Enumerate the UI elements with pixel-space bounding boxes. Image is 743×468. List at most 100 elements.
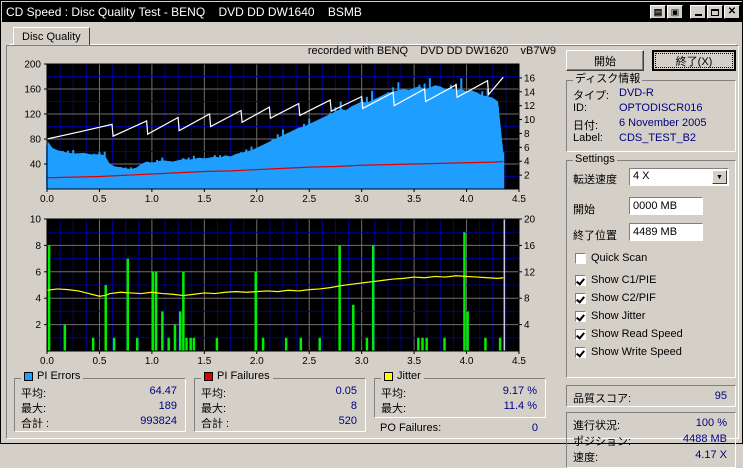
start-button-label: 開始 <box>594 55 616 68</box>
tab-disc-quality[interactable]: Disc Quality <box>13 27 90 45</box>
progress-key: 速度: <box>573 452 599 464</box>
stat-header-pi-failures: PI Failures <box>201 371 273 382</box>
stat-header-jitter: Jitter <box>381 371 424 382</box>
end-position-input[interactable]: 4489 MB <box>629 223 703 241</box>
checkbox-icon[interactable] <box>575 252 586 264</box>
svg-text:2: 2 <box>524 171 530 182</box>
stat-key: 平均: <box>201 388 227 400</box>
book-icon-button[interactable]: ▤ <box>650 5 666 19</box>
stat-box-pi-errors: PI Errors 平均: 64.47 最大: 189 合計 : 993824 <box>14 371 186 432</box>
save-icon-button[interactable]: ▣ <box>667 5 683 19</box>
disc-info-key: ID: <box>573 102 588 114</box>
svg-text:200: 200 <box>24 60 41 71</box>
svg-text:0.5: 0.5 <box>92 356 106 366</box>
recorded-with-label: recorded with BENQ DVD DD DW1620 vB7W9 <box>307 45 556 57</box>
settings-group: Settings 転送速度 4 X ▼ 開始 0000 MB 終了位置 4489… <box>566 154 736 378</box>
checkbox-show-read-speed[interactable]: Show Read Speed <box>575 327 683 341</box>
checkbox-icon[interactable] <box>575 346 586 358</box>
stat-value: 189 <box>158 400 177 412</box>
checkbox-icon[interactable] <box>575 292 586 304</box>
stat-key: 最大: <box>381 403 407 415</box>
title-bar: CD Speed : Disc Quality Test - BENQ DVD … <box>2 2 743 22</box>
stat-key: 平均: <box>381 388 407 400</box>
svg-text:6: 6 <box>35 267 41 278</box>
disc-info-key: 日付: <box>573 120 599 132</box>
maximize-icon <box>711 8 719 16</box>
charts-svg: 40 80 120 160 200 2 4 6 8 10 12 14 16 0.0 0.5 1.0 1.5 2.0… <box>24 60 536 367</box>
stat-value: 9.17 % <box>502 385 537 397</box>
checkbox-label: Quick Scan <box>591 252 648 264</box>
disc-info-value: 6 November 2005 <box>619 117 707 129</box>
maximize-button[interactable] <box>707 5 723 19</box>
checkbox-show-write-speed[interactable]: Show Write Speed <box>575 345 682 359</box>
svg-text:20: 20 <box>524 215 536 226</box>
save-icon: ▣ <box>670 6 680 17</box>
stat-title: Jitter <box>397 370 421 382</box>
stat-key: 合計 : <box>21 418 50 430</box>
close-button[interactable]: ✕ <box>724 5 740 19</box>
svg-text:4: 4 <box>35 294 41 305</box>
checkbox-show-c2-pif[interactable]: Show C2/PIF <box>575 291 656 305</box>
svg-text:0.0: 0.0 <box>40 194 54 205</box>
svg-text:2.0: 2.0 <box>250 194 264 205</box>
svg-text:6: 6 <box>524 143 530 154</box>
quality-score-label: 品質スコア: <box>573 393 632 405</box>
disc-info-value: OPTODISCR016 <box>619 102 703 114</box>
svg-text:8: 8 <box>35 241 41 252</box>
svg-text:3.0: 3.0 <box>355 356 369 366</box>
disc-info-value: CDS_TEST_B2 <box>619 132 697 144</box>
minimize-button[interactable] <box>690 5 706 19</box>
transfer-speed-select[interactable]: 4 X ▼ <box>629 168 729 186</box>
stat-header-pi-errors: PI Errors <box>21 371 84 382</box>
svg-text:4.5: 4.5 <box>512 194 526 205</box>
legend-swatch-pi-errors <box>24 372 33 381</box>
svg-text:3.5: 3.5 <box>407 194 421 205</box>
svg-text:12: 12 <box>524 101 536 112</box>
transfer-speed-label: 転送速度 <box>573 174 617 186</box>
checkbox-show-jitter[interactable]: Show Jitter <box>575 309 645 323</box>
progress-panel: 進行状況: 100 % ポジション: 4488 MB 速度: 4.17 X <box>566 412 736 468</box>
stat-value: 64.47 <box>149 385 177 397</box>
application-window: CD Speed : Disc Quality Test - BENQ DVD … <box>0 0 743 444</box>
settings-title: Settings <box>573 153 617 165</box>
chevron-down-icon[interactable]: ▼ <box>712 170 727 184</box>
checkbox-icon[interactable] <box>575 328 586 340</box>
stat-key: 合計 : <box>201 418 230 430</box>
svg-text:8: 8 <box>524 129 530 140</box>
exit-button-inner: 終了(X) <box>655 53 733 68</box>
stat-value: 520 <box>338 415 357 427</box>
checkbox-icon[interactable] <box>575 274 586 286</box>
svg-text:2: 2 <box>35 320 41 331</box>
progress-value: 4488 MB <box>682 433 727 445</box>
svg-text:2.5: 2.5 <box>302 194 316 205</box>
tab-strip: Disc Quality <box>9 27 736 45</box>
tab-strip-rule <box>9 44 736 45</box>
disc-info-key: タイプ: <box>573 90 610 102</box>
exit-button[interactable]: 終了(X) <box>652 50 736 71</box>
end-position-label: 終了位置 <box>573 230 617 242</box>
checkbox-quick-scan[interactable]: Quick Scan <box>575 251 647 265</box>
legend-swatch-pi-failures <box>204 372 213 381</box>
progress-key: ポジション: <box>573 436 632 448</box>
svg-text:80: 80 <box>30 135 42 146</box>
right-sidebar: 開始 終了(X) ディスク情報 タイプ: DVD-R ID: OPTODISCR… <box>564 48 738 468</box>
stat-value: 0.05 <box>335 385 357 397</box>
start-position-input[interactable]: 0000 MB <box>629 197 703 215</box>
start-button[interactable]: 開始 <box>566 50 644 71</box>
svg-text:16: 16 <box>524 241 536 252</box>
statistics-bar: PI Errors 平均: 64.47 最大: 189 合計 : 993824 … <box>12 370 560 436</box>
disc-info-value: DVD-R <box>619 87 654 99</box>
checkbox-label: Show Jitter <box>591 310 646 322</box>
checkbox-show-c1-pie[interactable]: Show C1/PIE <box>575 273 656 287</box>
svg-text:4.0: 4.0 <box>460 194 474 205</box>
transfer-speed-value: 4 X <box>633 170 650 182</box>
checkbox-icon[interactable] <box>575 310 586 322</box>
stat-value: 11.4 % <box>503 400 537 412</box>
quality-score-panel: 品質スコア: 95 <box>566 385 736 407</box>
close-icon: ✕ <box>727 6 737 17</box>
svg-text:4.5: 4.5 <box>512 356 526 366</box>
tab-label: Disc Quality <box>22 31 81 43</box>
svg-text:120: 120 <box>24 110 41 121</box>
svg-text:0.5: 0.5 <box>92 194 106 205</box>
svg-text:10: 10 <box>524 115 536 126</box>
